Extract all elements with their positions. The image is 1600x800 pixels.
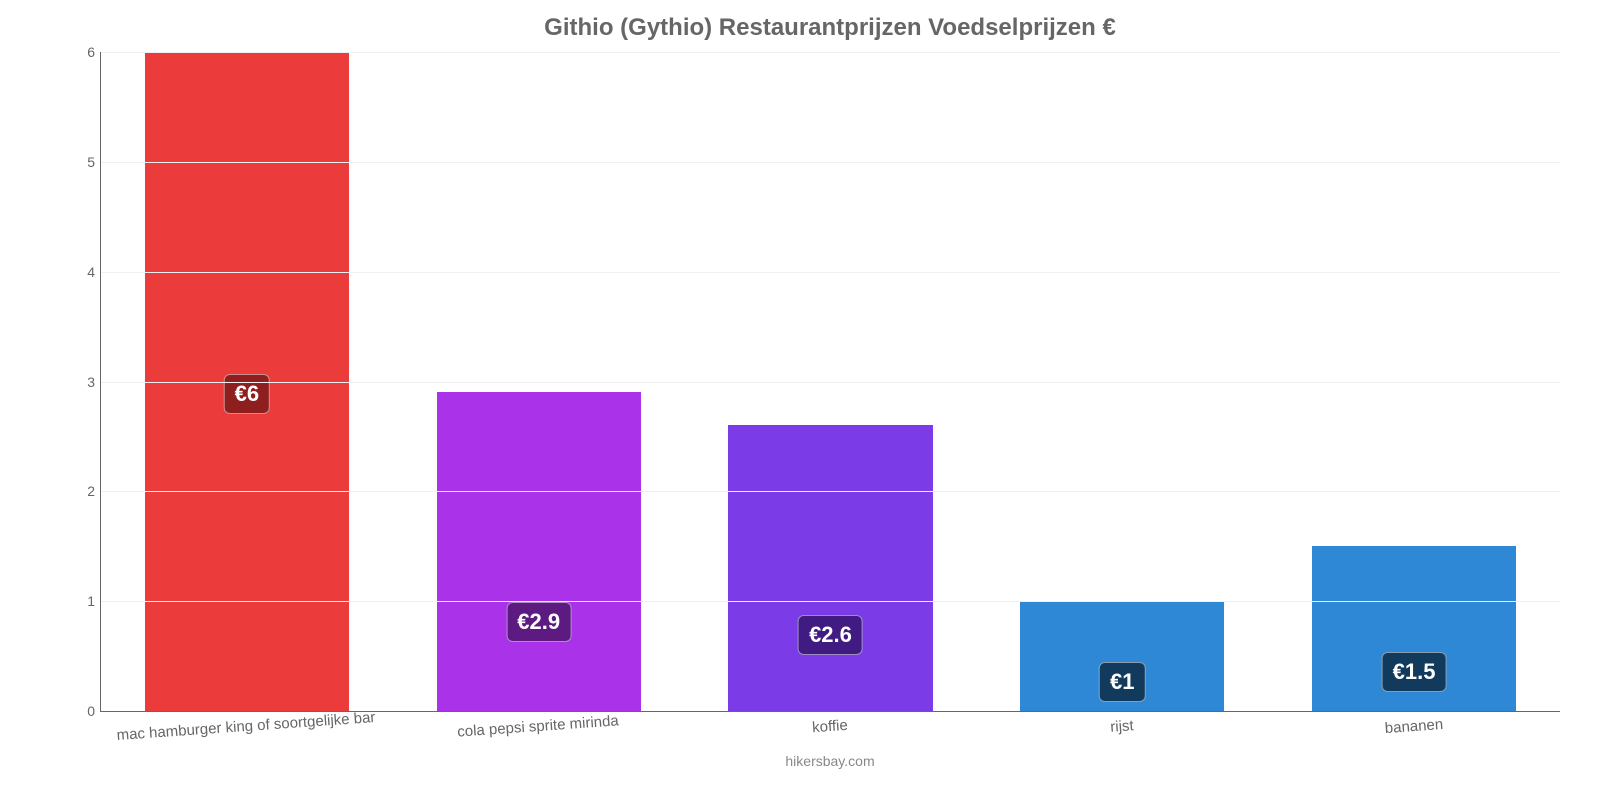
bar: €2.9 xyxy=(437,392,641,711)
y-tick-label: 5 xyxy=(61,154,95,170)
y-tick-label: 1 xyxy=(61,593,95,609)
value-badge: €6 xyxy=(224,374,270,414)
gridline xyxy=(101,601,1560,602)
bar: €2.6 xyxy=(728,425,932,711)
y-tick-label: 3 xyxy=(61,374,95,390)
gridline xyxy=(101,162,1560,163)
gridline xyxy=(101,52,1560,53)
x-axis-labels: mac hamburger king of soortgelijke barco… xyxy=(100,718,1560,735)
chart-title: Githio (Gythio) Restaurantprijzen Voedse… xyxy=(100,14,1560,42)
value-badge: €1.5 xyxy=(1382,652,1447,692)
gridline xyxy=(101,382,1560,383)
value-badge: €2.6 xyxy=(798,615,863,655)
x-tick-label: cola pepsi sprite mirinda xyxy=(392,708,684,745)
bar: €1 xyxy=(1020,601,1224,711)
gridline xyxy=(101,491,1560,492)
value-badge: €2.9 xyxy=(506,602,571,642)
y-tick-label: 2 xyxy=(61,483,95,499)
y-tick-label: 4 xyxy=(61,264,95,280)
y-tick-label: 0 xyxy=(61,703,95,719)
bar: €1.5 xyxy=(1312,546,1516,711)
x-tick-label: mac hamburger king of soortgelijke bar xyxy=(100,708,392,745)
x-tick-label: koffie xyxy=(684,708,976,745)
credit-text: hikersbay.com xyxy=(100,753,1560,769)
x-tick-label: rijst xyxy=(976,708,1268,745)
gridline xyxy=(101,272,1560,273)
value-badge: €1 xyxy=(1099,662,1145,702)
x-tick-label: bananen xyxy=(1268,708,1560,745)
chart-container: Githio (Gythio) Restaurantprijzen Voedse… xyxy=(0,0,1600,800)
y-tick-label: 6 xyxy=(61,44,95,60)
plot-area: €6€2.9€2.6€1€1.5 0123456 xyxy=(100,52,1560,712)
